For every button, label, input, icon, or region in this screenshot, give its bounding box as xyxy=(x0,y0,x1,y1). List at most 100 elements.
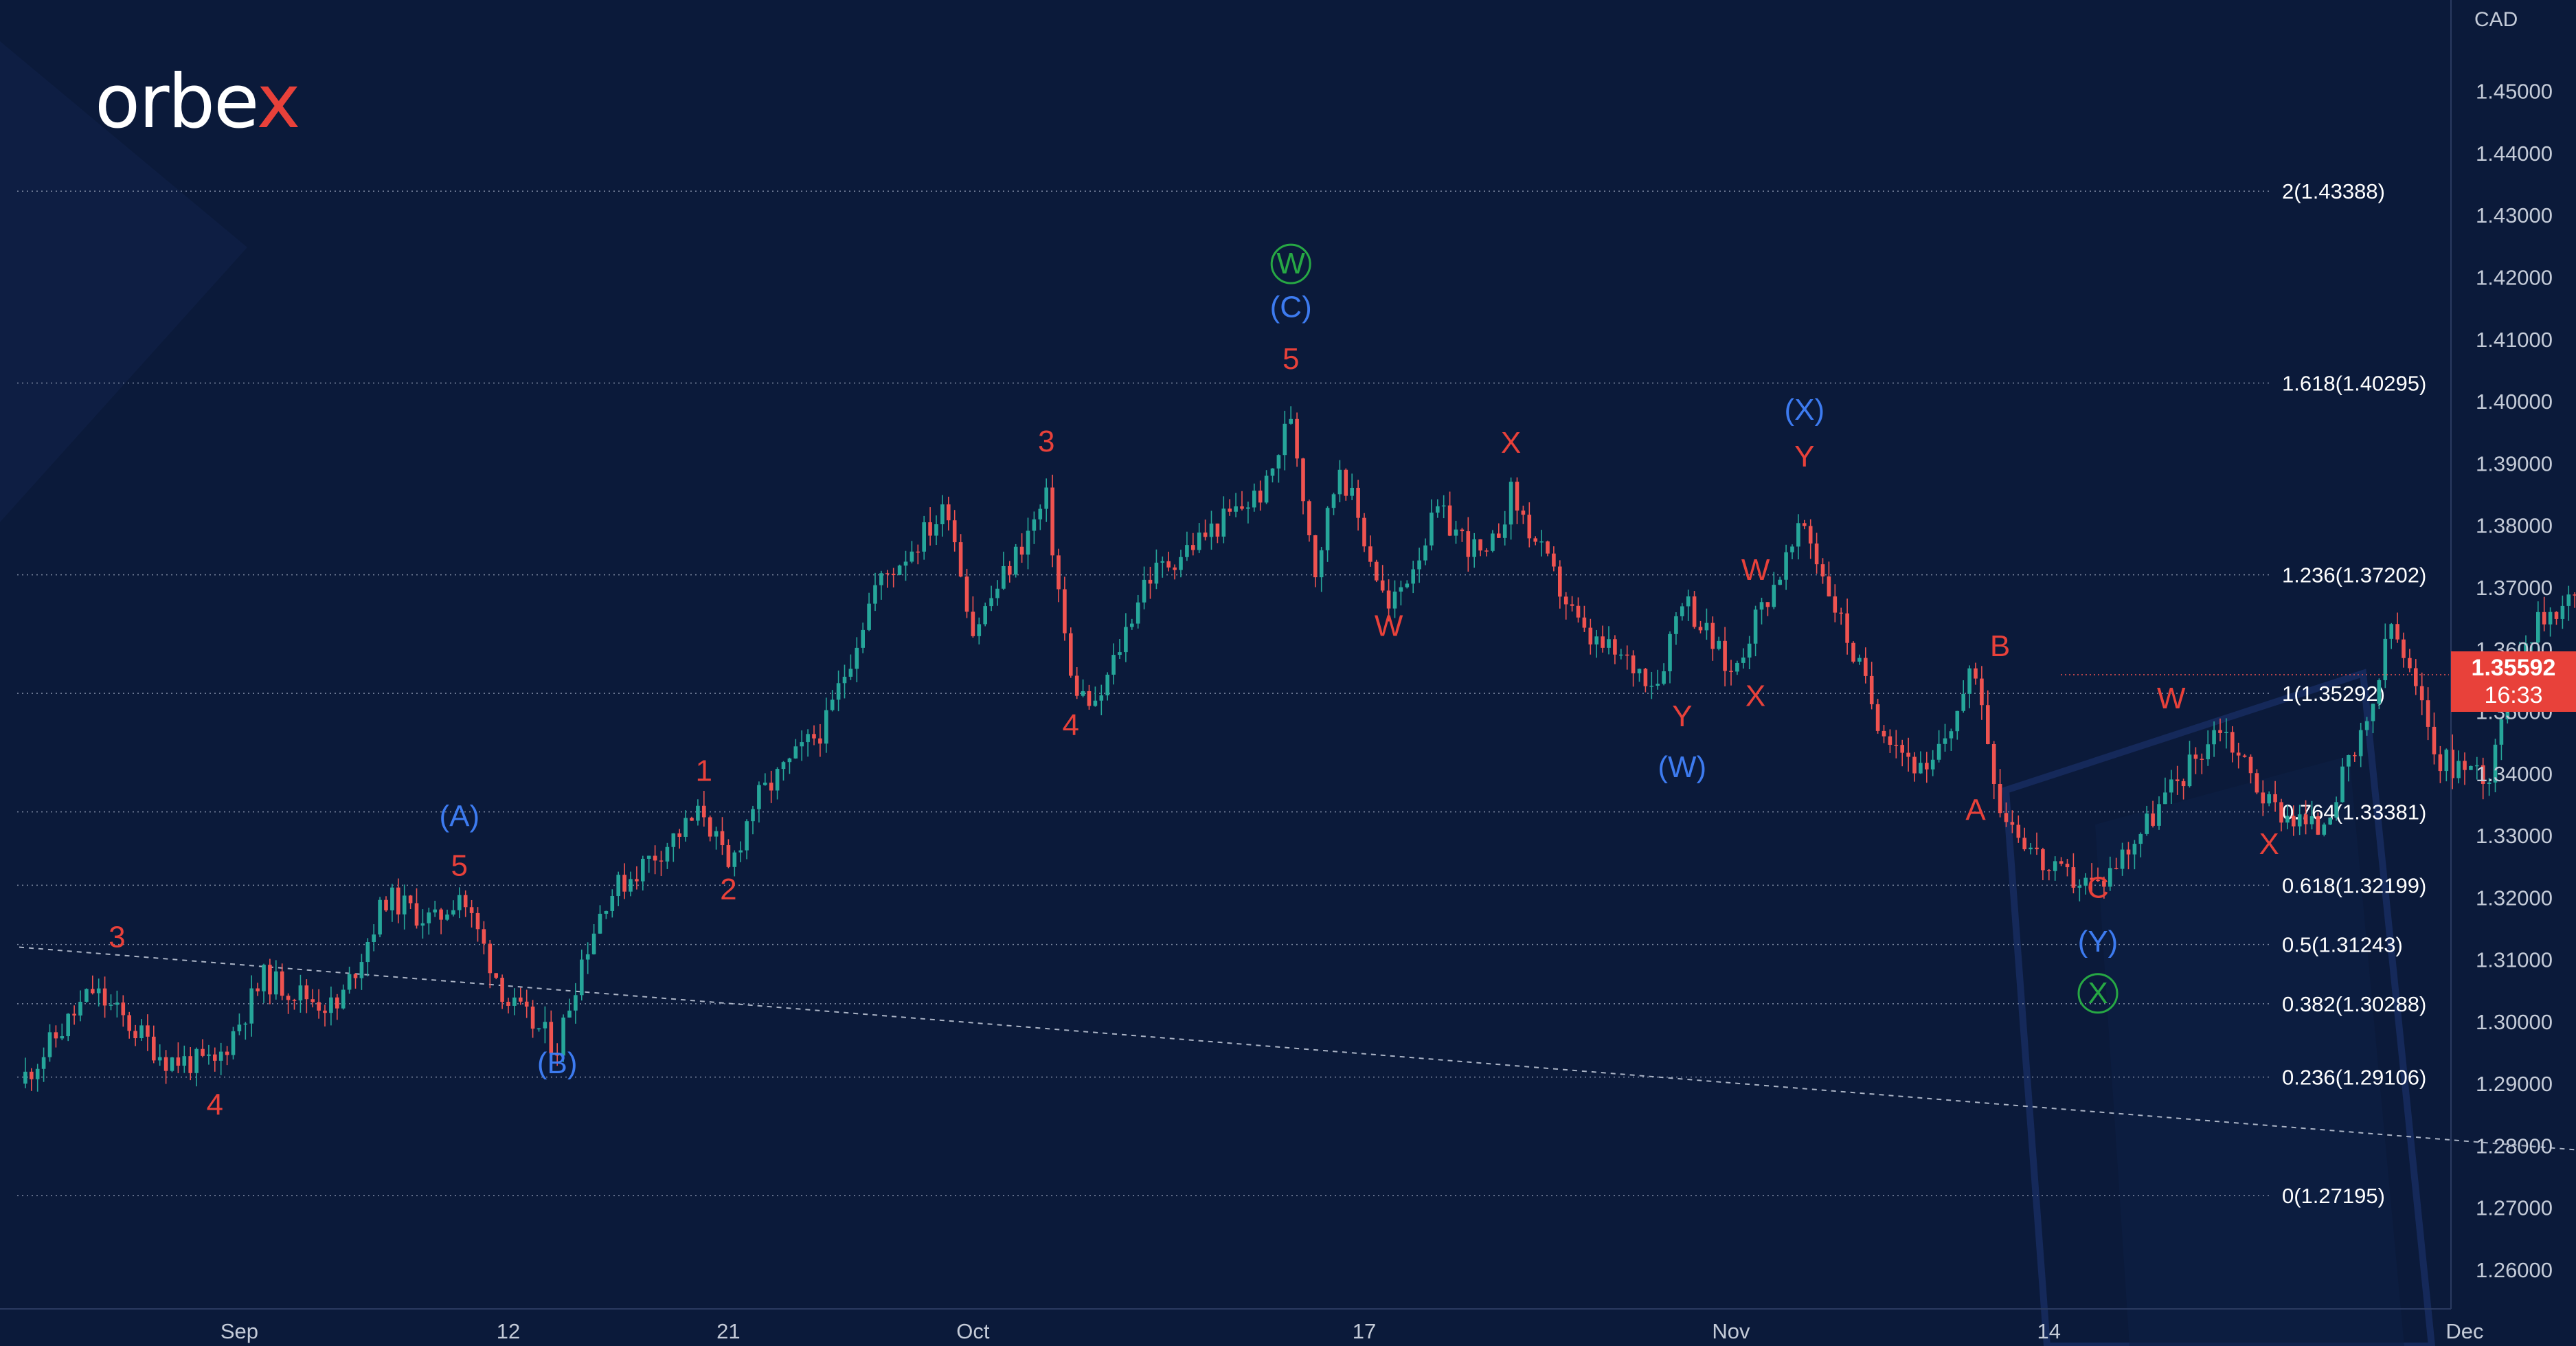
candle-body xyxy=(1900,745,1904,753)
candle-body xyxy=(2016,825,2021,838)
candle-body xyxy=(1136,602,1140,624)
candle-body xyxy=(494,973,498,978)
time-axis[interactable]: Sep1221Oct17Nov14Dec12212023 xyxy=(0,1308,2576,1343)
candle-body xyxy=(543,1022,547,1029)
wave-label: X xyxy=(1745,679,1765,713)
wave-label: Y xyxy=(1672,699,1692,733)
candle-body xyxy=(2353,754,2357,756)
candle-body xyxy=(256,988,260,991)
candle-body xyxy=(2542,612,2546,625)
time-tick-label: Nov xyxy=(1712,1319,1750,1343)
orbex-logo: orbex xyxy=(95,59,301,145)
candle-body xyxy=(2493,744,2498,783)
candle-body xyxy=(1221,508,1226,537)
candle-body xyxy=(2408,658,2412,669)
wave-label: (X) xyxy=(1784,393,1824,427)
candle-body xyxy=(1215,524,1220,537)
candle-body xyxy=(2261,792,2266,804)
candle-body xyxy=(152,1036,156,1061)
candle-body xyxy=(2120,849,2125,869)
candle-body xyxy=(84,989,89,1002)
candle-body xyxy=(751,809,755,822)
candle-body xyxy=(1337,469,1342,495)
candle-body xyxy=(1875,704,1880,731)
price-tick-label: 1.28000 xyxy=(2476,1134,2553,1158)
time-tick-label: Sep xyxy=(221,1319,258,1343)
candle-body xyxy=(1674,616,1678,634)
candle-body xyxy=(2096,879,2100,882)
candle-body xyxy=(2309,816,2314,825)
candle-body xyxy=(1430,513,1434,546)
candle-body xyxy=(1063,589,1067,633)
candle-body xyxy=(237,1024,242,1031)
candle-body xyxy=(1105,674,1109,696)
wave-labels: 34(A)5(B)1234W(C)5WXY(W)WX(X)YBAC(Y)XWX(… xyxy=(109,243,2279,1121)
candle-body xyxy=(1943,738,1947,744)
candle-body xyxy=(1050,487,1054,556)
candle-body xyxy=(1882,730,1886,737)
currency-label: CAD xyxy=(2474,8,2518,31)
candle-body xyxy=(1295,418,1299,459)
candle-body xyxy=(384,899,388,910)
candle-body xyxy=(292,1000,297,1001)
candle-body xyxy=(2151,813,2155,826)
candle-body xyxy=(1607,639,1611,648)
candle-body xyxy=(934,524,938,536)
candle-body xyxy=(1839,612,1843,614)
candle-body xyxy=(1509,482,1513,525)
candle-body xyxy=(1026,530,1030,555)
candle-body xyxy=(683,818,688,837)
candle-body xyxy=(1735,662,1739,672)
candle-body xyxy=(2364,721,2369,730)
candle-body xyxy=(2059,861,2064,864)
candle-body xyxy=(1375,561,1379,581)
candle-body xyxy=(1539,541,1544,543)
candle-body xyxy=(1130,623,1134,627)
candle-body xyxy=(2053,861,2057,871)
candle-body xyxy=(2218,730,2222,733)
price-tick-label: 1.33000 xyxy=(2476,824,2553,848)
candle-body xyxy=(812,734,816,739)
candle-body xyxy=(1594,636,1598,644)
candle-body xyxy=(1283,423,1287,456)
candle-body xyxy=(1417,560,1421,570)
candle-body xyxy=(194,1048,199,1073)
candle-body xyxy=(1331,494,1336,508)
candle-body xyxy=(1441,505,1446,507)
candle-body xyxy=(268,965,272,995)
candle-body xyxy=(201,1048,205,1056)
candle-body xyxy=(1955,710,1960,732)
candle-body xyxy=(2334,802,2338,818)
candle-body xyxy=(561,1017,565,1056)
candle-body xyxy=(2530,642,2534,644)
candle-body xyxy=(2047,870,2051,871)
candle-body xyxy=(873,585,877,604)
candle-body xyxy=(66,1013,70,1037)
wave-label: 5 xyxy=(451,849,468,883)
candle-body xyxy=(836,683,841,700)
candle-body xyxy=(2224,732,2228,733)
candle-body xyxy=(1967,668,1971,694)
candle-body xyxy=(146,1025,150,1037)
candle-body xyxy=(1563,596,1568,605)
candle-body xyxy=(1765,602,1770,607)
candle-body xyxy=(1069,633,1073,676)
wave-label: A xyxy=(1965,793,1986,827)
candle-body xyxy=(1392,592,1397,609)
candle-body xyxy=(2010,822,2015,825)
wave-label: (Y) xyxy=(2078,925,2119,958)
candle-body xyxy=(983,606,987,625)
candle-body xyxy=(396,887,400,915)
candle-body xyxy=(1949,731,1954,739)
candle-body xyxy=(1436,506,1440,513)
candle-body xyxy=(1234,506,1238,512)
candle-body xyxy=(207,1054,211,1056)
candle-body xyxy=(170,1057,174,1071)
candle-body xyxy=(1154,562,1159,584)
candle-body xyxy=(2029,847,2033,850)
candle-body xyxy=(1099,695,1104,701)
candle-body xyxy=(958,542,963,577)
candle-body xyxy=(842,676,847,684)
candle-body xyxy=(1515,482,1519,511)
